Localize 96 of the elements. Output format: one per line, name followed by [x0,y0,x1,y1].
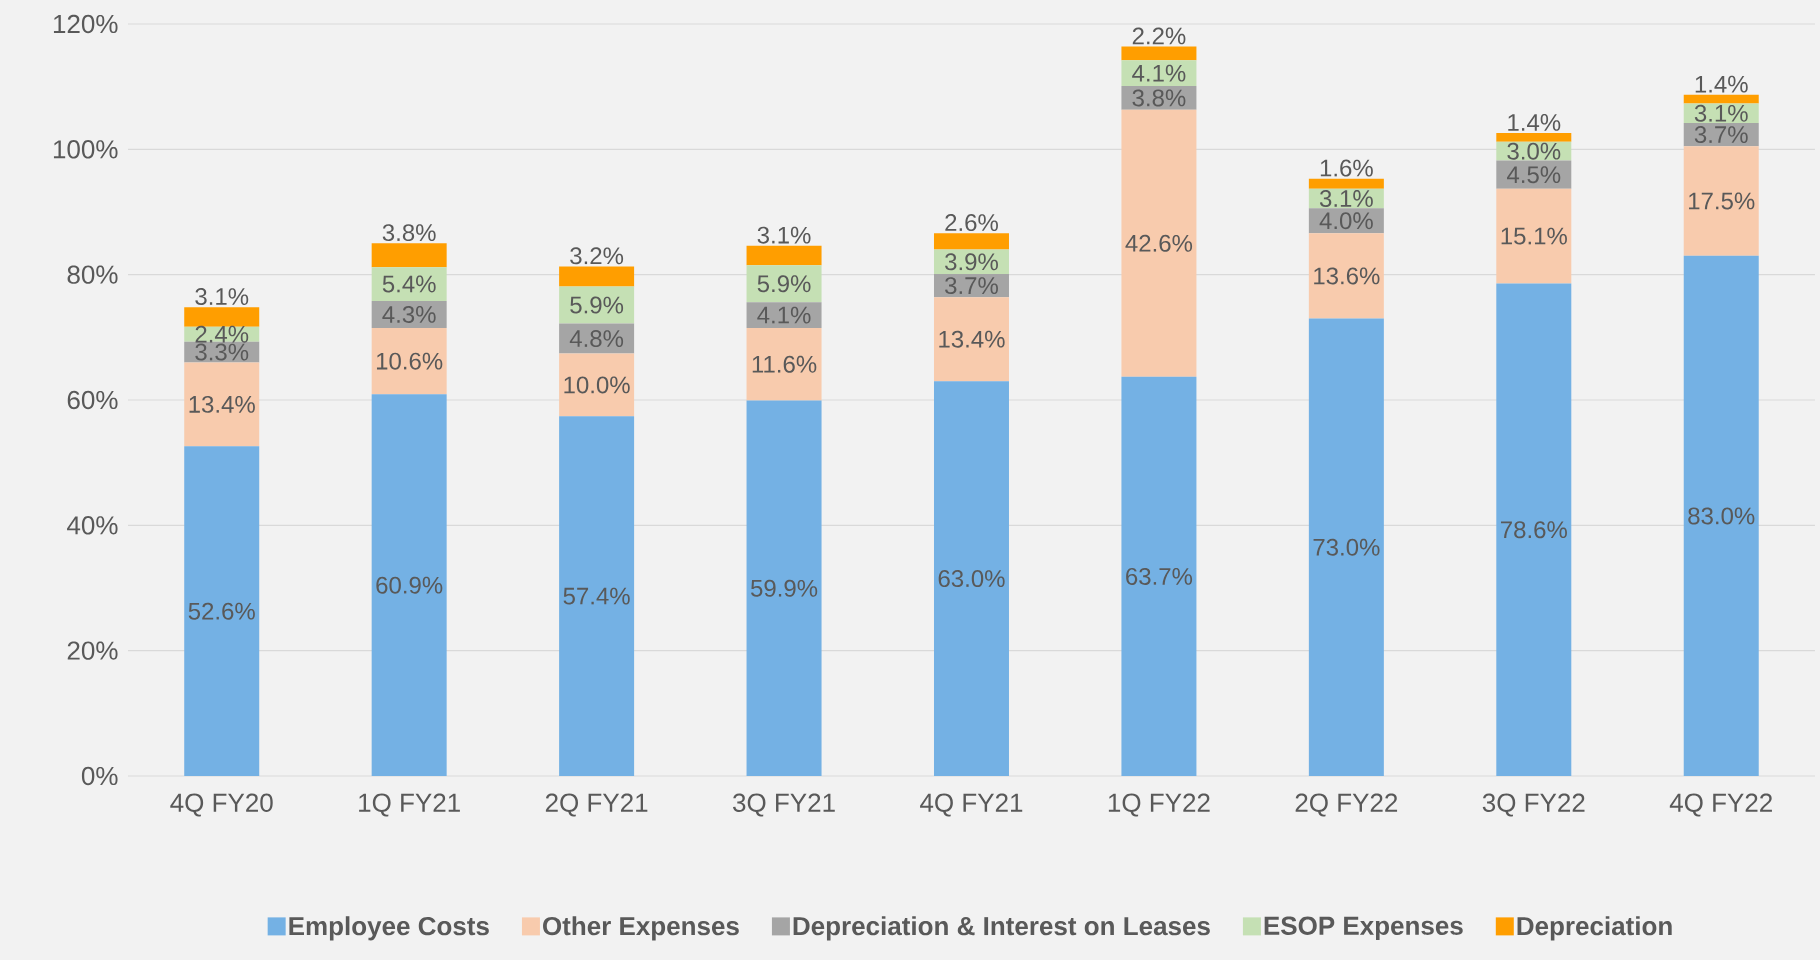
y-tick-label: 0% [81,766,118,786]
data-label: 83.0% [1688,507,1755,525]
data-label: 1.4% [1508,114,1561,131]
data-label: 3.9% [945,253,998,271]
data-label: 4.0% [1319,212,1373,230]
bar [1308,233,1384,319]
y-tick-label: 40% [67,516,118,535]
bar [746,400,822,776]
data-label: 2.4% [195,325,249,343]
bar [1121,109,1197,377]
data-label: 5.4% [382,275,436,293]
legend-label: ESOP Expenses [1264,916,1463,941]
bar [371,243,447,268]
y-tick-label: 20% [67,641,118,660]
x-tick-label: 4Q FY22 [1669,793,1772,817]
data-label: 3.1% [757,226,811,244]
legend-label: Employee Costs [289,916,489,941]
bar [933,297,1009,382]
bar [933,233,1009,250]
x-tick-label: 3Q FY22 [1482,793,1585,817]
data-label: 5.9% [570,296,624,314]
x-tick-label: 4Q FY21 [920,793,1023,817]
bar [184,446,260,776]
x-tick-label: 2Q FY22 [1295,793,1398,817]
data-label: 59.9% [750,579,818,597]
bar [1121,376,1197,776]
data-label: 4.3% [382,305,436,323]
bar [559,353,635,417]
legend-label: Depreciation & Interest on Leases [793,916,1210,941]
bar [184,362,260,447]
data-label: 63.0% [938,570,1005,588]
data-label: 2.2% [1132,27,1186,45]
data-label: 3.1% [1694,104,1748,122]
data-label: 11.6% [752,355,817,373]
x-tick-label: 2Q FY21 [545,793,648,817]
data-label: 3.7% [1694,126,1748,144]
bar [559,266,635,287]
data-label: 13.4% [939,330,1005,348]
data-label: 3.8% [1132,89,1186,107]
data-label: 5.9% [757,275,811,293]
bar [1683,94,1759,104]
bar [371,267,447,301]
bar [1121,46,1197,61]
x-tick-label: 1Q FY21 [359,793,460,817]
data-label: 3.1% [1319,190,1373,208]
data-label: 52.6% [188,602,255,620]
x-tick-label: 3Q FY21 [733,793,835,817]
data-label: 57.4% [563,587,630,605]
bar [746,245,822,266]
bar [746,327,822,401]
bar [1308,318,1384,776]
bar [1496,283,1572,776]
y-tick-label: 80% [67,265,118,284]
bar [1683,146,1759,256]
data-label: 3.0% [1507,142,1561,160]
data-label: 15.1% [1501,227,1567,245]
data-label: 73.0% [1313,538,1380,556]
data-label: 42.6% [1125,234,1193,252]
data-label: 60.9% [376,576,443,594]
y-tick-label: 100% [53,140,118,159]
y-tick-label: 60% [67,390,118,410]
data-label: 3.7% [945,277,998,295]
bar [933,381,1009,776]
bar [1496,188,1572,284]
bar [746,265,822,303]
data-label: 4.5% [1507,166,1561,184]
data-label: 78.6% [1501,521,1567,539]
bar [1496,133,1572,142]
bar [1683,255,1759,776]
data-label: 13.6% [1314,267,1380,285]
x-tick-label: 1Q FY22 [1108,793,1210,817]
legend-label: Other Expenses [543,916,739,941]
data-label: 3.1% [195,288,249,306]
bar [1308,178,1384,189]
data-label: 4.1% [757,306,811,324]
data-label: 2.6% [945,214,998,232]
data-label: 1.6% [1320,159,1373,177]
data-label: 3.2% [570,247,624,265]
bar [371,327,447,395]
data-label: 3.3% [195,343,249,361]
bar [559,286,635,324]
bar [559,416,635,776]
data-label: 1.4% [1695,75,1748,93]
data-label: 10.0% [564,376,630,394]
data-label: 63.7% [1126,567,1193,585]
data-label: 4.8% [569,330,624,348]
y-tick-label: 120% [53,14,118,34]
data-label: 17.5% [1689,192,1755,210]
bar [184,307,260,327]
data-label: 13.4% [189,395,255,413]
data-label: 10.6% [376,352,443,370]
x-tick-label: 4Q FY20 [170,793,273,817]
legend-label: Depreciation [1517,916,1672,941]
bar [371,394,447,776]
data-label: 3.8% [382,224,436,242]
data-label: 4.1% [1132,64,1186,82]
